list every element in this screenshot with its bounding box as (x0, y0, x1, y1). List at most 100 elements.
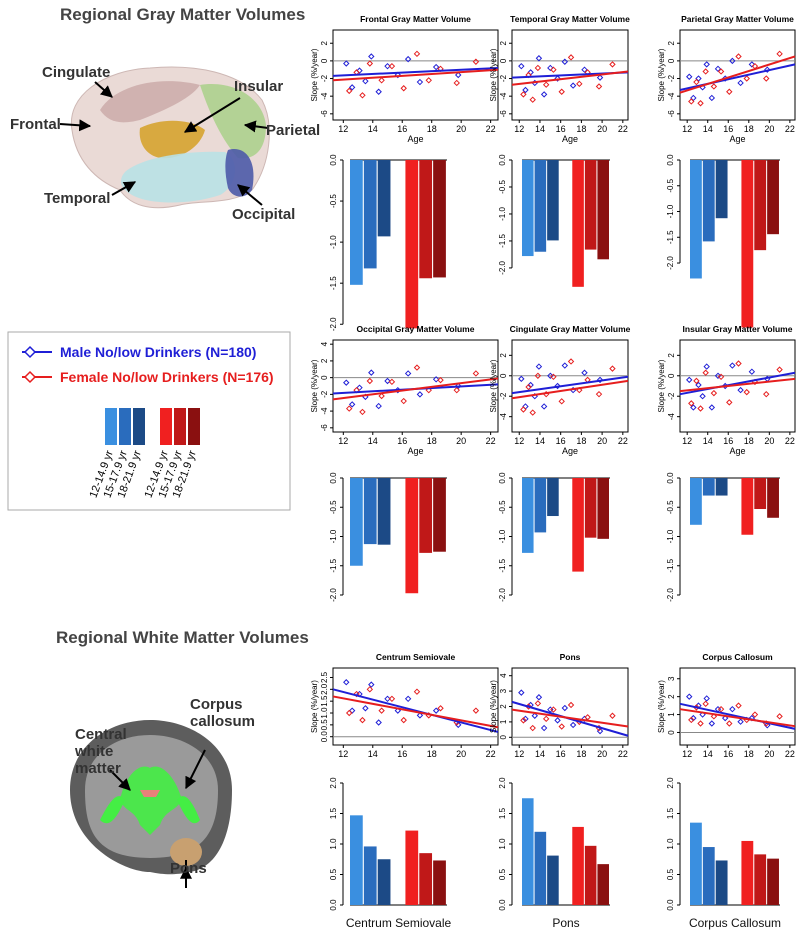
y-tick-label: 0.0 (666, 472, 675, 484)
data-point (609, 365, 616, 372)
bar (572, 826, 584, 905)
legend-swatch (133, 408, 145, 445)
x-tick-label: 18 (744, 749, 754, 759)
x-tick-label: 20 (764, 749, 774, 759)
y-tick-label: 0.0 (329, 154, 338, 166)
y-tick-label: 0 (499, 735, 508, 740)
data-point (699, 393, 706, 400)
region-label: Insular (234, 78, 284, 95)
data-point (776, 366, 783, 373)
data-point (550, 373, 557, 381)
data-point (531, 712, 538, 719)
y-tick-label: 0 (499, 373, 508, 378)
y-tick-label: -4 (320, 92, 329, 100)
bar (584, 845, 597, 905)
data-point (535, 55, 543, 62)
y-tick-label: -0.5 (666, 500, 675, 514)
y-tick-label: -2 (499, 74, 508, 82)
x-tick-label: 16 (556, 436, 566, 446)
y-tick-label: -1.5 (666, 230, 675, 244)
y-tick-label: 1.0 (498, 838, 507, 850)
y-tick-label: -2 (320, 74, 329, 82)
y-tick-label: 0.0 (498, 472, 507, 484)
data-point (569, 82, 577, 89)
data-point (688, 716, 695, 724)
data-point (522, 403, 529, 410)
data-point (416, 391, 424, 398)
bar (715, 860, 728, 905)
data-point (348, 401, 356, 408)
fit-line (511, 379, 629, 400)
x-tick-label: 14 (703, 124, 713, 134)
data-point (717, 373, 725, 381)
y-tick-label: -0.5 (329, 500, 338, 514)
y-tick-label: -6 (499, 110, 508, 118)
plot-frame (679, 667, 796, 746)
data-point (729, 57, 736, 65)
y-tick-label: 2 (499, 353, 508, 358)
data-point (368, 369, 375, 376)
section-title: Regional White Matter Volumes (56, 628, 309, 647)
y-tick-label: -0.5 (666, 178, 675, 192)
x-tick-label: 14 (368, 436, 378, 446)
data-point (455, 721, 462, 729)
bar (350, 815, 363, 905)
bar (690, 478, 702, 525)
data-point (388, 695, 396, 703)
x-tick-label: 18 (744, 124, 754, 134)
y-tick-label: -2.0 (666, 588, 675, 602)
data-point (366, 377, 374, 385)
data-point (425, 386, 432, 394)
data-point (581, 369, 588, 376)
x-tick-label: 14 (368, 124, 378, 134)
data-point (400, 397, 407, 405)
x-tick-label: 12 (338, 436, 348, 446)
bar (547, 160, 559, 241)
bar (754, 478, 767, 510)
bar (572, 160, 584, 287)
region-label: Corpus callosum (190, 696, 256, 730)
data-point (529, 724, 536, 732)
region-label: Pons (170, 860, 207, 877)
data-point (366, 60, 374, 67)
y-tick-label: 3 (667, 676, 676, 681)
bar (377, 160, 391, 237)
bar (433, 160, 446, 278)
data-point (596, 74, 604, 81)
data-point (710, 83, 718, 90)
y-tick-label: -1.5 (498, 558, 507, 572)
chart-title: Pons (560, 652, 581, 662)
data-point (375, 88, 382, 95)
y-tick-label: 0.0 (498, 899, 507, 911)
data-point (437, 705, 444, 712)
data-point (717, 705, 725, 713)
data-point (708, 94, 716, 102)
data-point (703, 61, 710, 68)
plot-frame (679, 339, 796, 433)
data-point (348, 84, 356, 91)
y-tick-label: 1.5 (666, 807, 675, 819)
data-point (567, 701, 575, 709)
data-point (714, 372, 722, 379)
x-tick-label: 12 (338, 124, 348, 134)
data-point (472, 707, 480, 714)
plot-frame (511, 29, 629, 121)
data-point (609, 61, 616, 68)
y-tick-label: 4 (499, 673, 508, 678)
data-point (554, 382, 561, 390)
data-point (384, 377, 391, 385)
fit-line (511, 70, 629, 86)
y-tick-label: -1.0 (329, 235, 338, 249)
data-point (721, 714, 729, 722)
y-tick-label: 2 (320, 358, 329, 363)
fit-line (511, 708, 629, 728)
y-tick-label: -0.5 (498, 500, 507, 514)
data-point (416, 712, 424, 719)
chart-title: Insular Gray Matter Volume (683, 324, 793, 334)
data-point (400, 716, 407, 724)
bar (405, 478, 419, 594)
y-tick-label: 1.0 (320, 707, 329, 719)
x-axis-label: Age (562, 134, 578, 144)
data-point (690, 404, 697, 411)
x-tick-label: 22 (486, 436, 496, 446)
